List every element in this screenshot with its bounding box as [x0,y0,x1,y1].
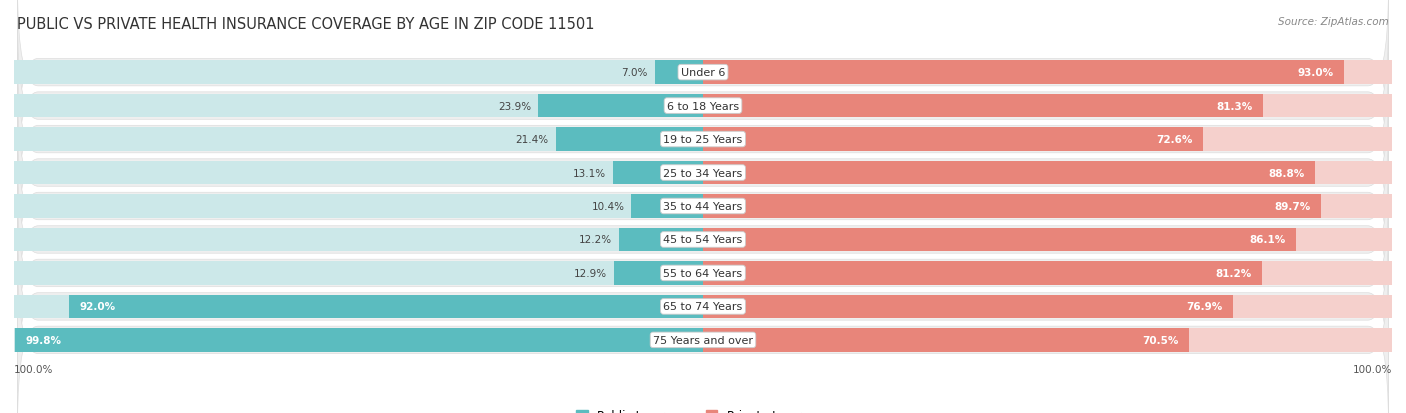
Text: 81.2%: 81.2% [1216,268,1253,278]
Bar [703,328,1392,352]
FancyBboxPatch shape [17,87,1389,260]
Bar [538,95,703,118]
Text: 12.9%: 12.9% [574,268,607,278]
FancyBboxPatch shape [17,0,1389,159]
Text: 21.4%: 21.4% [516,135,548,145]
Text: 10.4%: 10.4% [592,202,624,211]
Bar [703,95,1263,118]
Bar [14,261,703,285]
Text: 13.1%: 13.1% [572,168,606,178]
FancyBboxPatch shape [17,220,1389,393]
Bar [703,261,1392,285]
FancyBboxPatch shape [17,254,1389,413]
FancyBboxPatch shape [17,120,1389,293]
Bar [703,295,1392,318]
FancyBboxPatch shape [17,153,1389,326]
Bar [619,228,703,252]
Bar [14,195,703,218]
FancyBboxPatch shape [17,53,1389,226]
Bar [703,161,1315,185]
Bar [703,328,1188,352]
Text: Source: ZipAtlas.com: Source: ZipAtlas.com [1278,17,1389,26]
Bar [703,95,1392,118]
Bar [631,195,703,218]
FancyBboxPatch shape [17,187,1389,360]
Bar [703,228,1296,252]
Text: 92.0%: 92.0% [80,301,115,312]
Bar [14,61,703,85]
Bar [614,261,703,285]
Text: 7.0%: 7.0% [621,68,648,78]
Text: 72.6%: 72.6% [1157,135,1192,145]
Bar [655,61,703,85]
Bar [14,161,703,185]
Bar [555,128,703,152]
Text: PUBLIC VS PRIVATE HEALTH INSURANCE COVERAGE BY AGE IN ZIP CODE 11501: PUBLIC VS PRIVATE HEALTH INSURANCE COVER… [17,17,595,31]
Bar [703,195,1392,218]
Text: 76.9%: 76.9% [1187,301,1222,312]
Text: Under 6: Under 6 [681,68,725,78]
Text: 70.5%: 70.5% [1142,335,1178,345]
Text: 35 to 44 Years: 35 to 44 Years [664,202,742,211]
Bar [703,128,1204,152]
FancyBboxPatch shape [17,20,1389,193]
Bar [613,161,703,185]
Legend: Public Insurance, Private Insurance: Public Insurance, Private Insurance [571,404,835,413]
Bar [703,161,1392,185]
Bar [14,228,703,252]
Bar [14,295,703,318]
Text: 88.8%: 88.8% [1268,168,1305,178]
Text: 89.7%: 89.7% [1274,202,1310,211]
Bar [703,195,1322,218]
Bar [703,128,1392,152]
Text: 55 to 64 Years: 55 to 64 Years [664,268,742,278]
Text: 75 Years and over: 75 Years and over [652,335,754,345]
Text: 65 to 74 Years: 65 to 74 Years [664,301,742,312]
Bar [14,95,703,118]
Bar [703,61,1344,85]
Text: 93.0%: 93.0% [1298,68,1333,78]
Bar [14,328,703,352]
Bar [703,295,1233,318]
Bar [14,128,703,152]
Text: 100.0%: 100.0% [1353,364,1392,374]
Bar [703,261,1263,285]
Text: 99.8%: 99.8% [25,335,62,345]
Bar [15,328,703,352]
Text: 19 to 25 Years: 19 to 25 Years [664,135,742,145]
Text: 25 to 34 Years: 25 to 34 Years [664,168,742,178]
Text: 6 to 18 Years: 6 to 18 Years [666,101,740,112]
Bar [703,61,1392,85]
Text: 100.0%: 100.0% [14,364,53,374]
Text: 81.3%: 81.3% [1216,101,1253,112]
Text: 23.9%: 23.9% [498,101,531,112]
Bar [69,295,703,318]
Text: 45 to 54 Years: 45 to 54 Years [664,235,742,245]
Text: 12.2%: 12.2% [579,235,612,245]
Bar [703,228,1392,252]
Text: 86.1%: 86.1% [1250,235,1286,245]
